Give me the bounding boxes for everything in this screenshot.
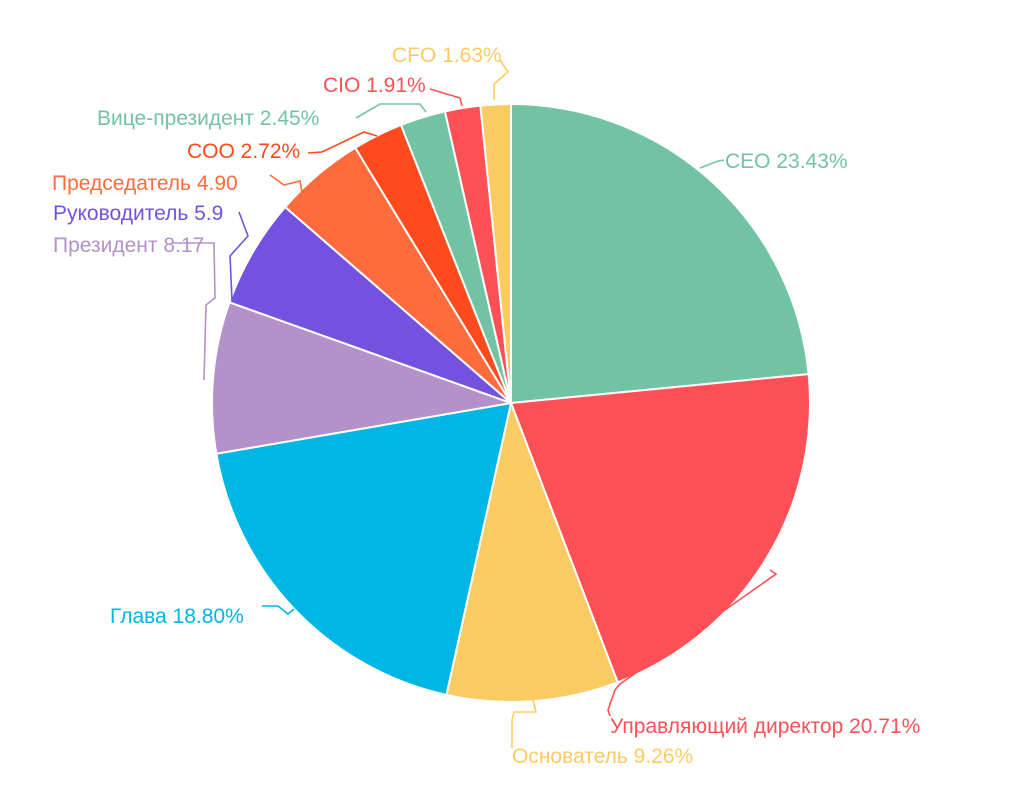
pie-slice-11 [479,103,512,404]
slice-label-9: Вице-президент 2.45% [97,107,319,130]
leader-line-6 [229,211,249,301]
leader-lines [172,59,778,748]
pie-slice-1 [510,103,810,404]
slice-label-6: Руководитель 5.9 [53,202,223,225]
pie-slices [211,103,811,703]
slice-label-11: CFO 1.63% [392,44,502,67]
leader-line-4 [262,605,295,616]
pie-slice-4 [215,402,512,696]
leader-line-7 [269,174,303,193]
pie-slice-2 [510,373,811,684]
pie-slice-5 [211,301,512,455]
leader-line-9 [355,103,427,119]
slice-labels: CEO 23.43% Управляющий директор 20.71% Осн… [52,44,920,768]
leader-line-3 [511,699,538,748]
slice-label-1: CEO 23.43% [725,150,848,173]
slice-label-8: COO 2.72% [187,140,300,163]
slice-label-5: Президент 8.17 [53,234,204,257]
leader-line-5 [172,242,216,381]
slice-label-10: CIO 1.91% [323,74,426,97]
slice-label-4: Глава 18.80% [110,605,244,628]
leader-line-10 [429,88,463,107]
slice-label-3: Основатель 9.26% [512,745,693,768]
leader-line-2 [607,569,778,717]
slice-label-7: Председатель 4.90 [52,172,238,195]
leader-line-11 [493,59,510,100]
leader-line-1 [699,159,725,169]
slice-label-2: Управляющий директор 20.71% [610,715,920,738]
leader-line-8 [307,131,378,154]
